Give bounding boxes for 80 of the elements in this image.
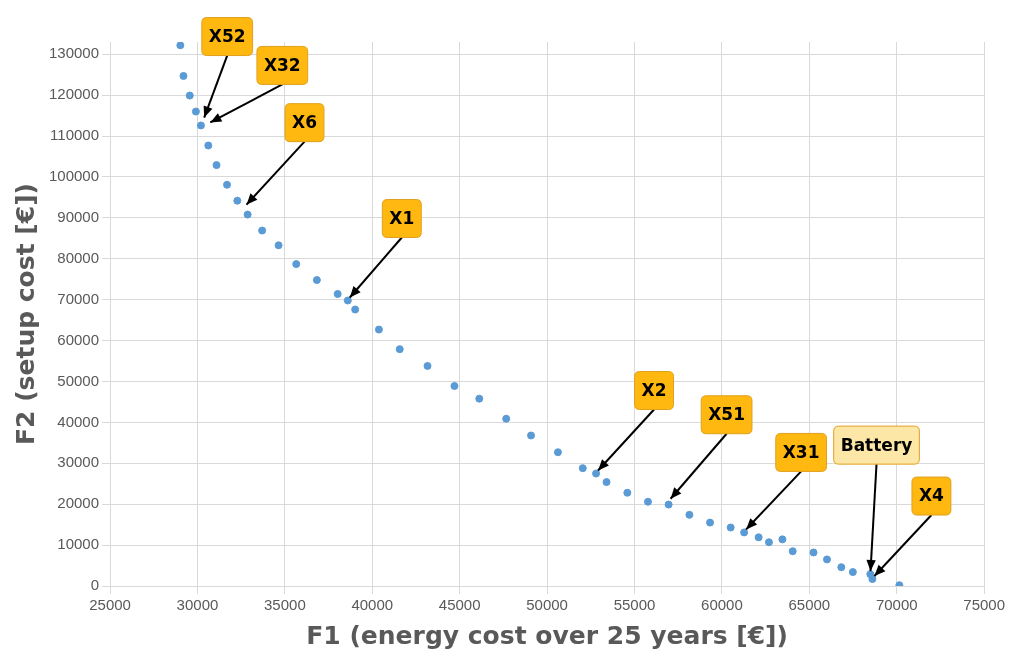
y-tick-label: 130000 bbox=[48, 44, 100, 62]
point bbox=[395, 345, 404, 354]
point bbox=[706, 518, 715, 527]
point bbox=[176, 42, 185, 50]
x-tick-label: 25000 bbox=[89, 596, 131, 614]
point bbox=[664, 500, 673, 509]
point bbox=[754, 533, 763, 542]
y-tick-label: 100000 bbox=[48, 167, 100, 185]
x-axis-title: F1 (energy cost over 25 years [€]) bbox=[306, 620, 788, 650]
point bbox=[196, 121, 205, 130]
y-tick-label: 0 bbox=[90, 576, 100, 594]
point bbox=[450, 381, 459, 390]
y-tick-label: 70000 bbox=[57, 289, 100, 307]
point bbox=[643, 497, 652, 506]
point bbox=[223, 180, 232, 189]
point bbox=[312, 276, 321, 285]
point bbox=[602, 478, 611, 487]
annotation: X2 bbox=[641, 379, 667, 400]
x-tick-label: 35000 bbox=[264, 596, 306, 614]
point bbox=[179, 71, 188, 80]
point bbox=[351, 305, 360, 314]
point bbox=[343, 296, 352, 305]
annotation: X1 bbox=[389, 207, 415, 228]
point bbox=[685, 510, 694, 519]
point bbox=[423, 361, 432, 370]
point bbox=[292, 260, 301, 269]
point bbox=[185, 91, 194, 100]
y-tick-label: 30000 bbox=[57, 453, 100, 471]
point bbox=[837, 563, 846, 572]
y-tick-label: 90000 bbox=[57, 208, 100, 226]
point bbox=[333, 289, 342, 298]
x-tick-label: 60000 bbox=[701, 596, 743, 614]
x-tick-label: 55000 bbox=[613, 596, 656, 614]
point bbox=[778, 535, 787, 544]
point bbox=[502, 414, 511, 423]
point bbox=[788, 547, 797, 556]
x-tick-label: 30000 bbox=[176, 596, 219, 614]
point bbox=[212, 161, 221, 170]
point bbox=[868, 575, 877, 584]
y-tick-label: 50000 bbox=[57, 371, 100, 389]
annotation: X52 bbox=[208, 25, 246, 46]
point bbox=[740, 528, 749, 537]
y-tick-label: 120000 bbox=[48, 85, 100, 103]
annotation: X31 bbox=[782, 441, 820, 462]
y-axis-title: F2 (setup cost [€]) bbox=[10, 183, 40, 445]
y-tick-label: 40000 bbox=[57, 412, 100, 430]
point bbox=[475, 394, 484, 403]
annotation: X32 bbox=[263, 54, 301, 75]
point bbox=[726, 523, 735, 532]
point bbox=[243, 210, 252, 219]
x-tick-label: 50000 bbox=[526, 596, 568, 614]
point bbox=[848, 568, 857, 577]
point bbox=[274, 241, 283, 250]
point bbox=[233, 196, 242, 205]
annotation: Battery bbox=[840, 434, 913, 455]
x-tick-label: 40000 bbox=[351, 596, 394, 614]
point bbox=[374, 325, 383, 334]
y-tick-label: 10000 bbox=[57, 535, 100, 553]
annotation: X6 bbox=[292, 112, 317, 133]
point bbox=[578, 464, 587, 473]
annotation: X51 bbox=[708, 404, 745, 425]
x-tick-label: 65000 bbox=[788, 596, 831, 614]
y-tick-label: 20000 bbox=[57, 494, 100, 512]
point bbox=[809, 548, 818, 557]
point bbox=[822, 555, 831, 564]
point bbox=[204, 141, 213, 150]
y-tick-label: 60000 bbox=[57, 330, 100, 348]
x-tick-label: 75000 bbox=[963, 596, 1005, 614]
point bbox=[764, 538, 773, 547]
x-tick-label: 70000 bbox=[875, 596, 918, 614]
y-tick-label: 110000 bbox=[50, 126, 100, 144]
annotation: X4 bbox=[918, 485, 945, 506]
point bbox=[623, 488, 632, 497]
point bbox=[258, 226, 267, 235]
point bbox=[592, 469, 601, 478]
point bbox=[191, 107, 200, 116]
point bbox=[553, 448, 562, 457]
y-tick-label: 80000 bbox=[57, 248, 100, 266]
point bbox=[527, 431, 536, 440]
x-tick-label: 45000 bbox=[438, 596, 481, 614]
